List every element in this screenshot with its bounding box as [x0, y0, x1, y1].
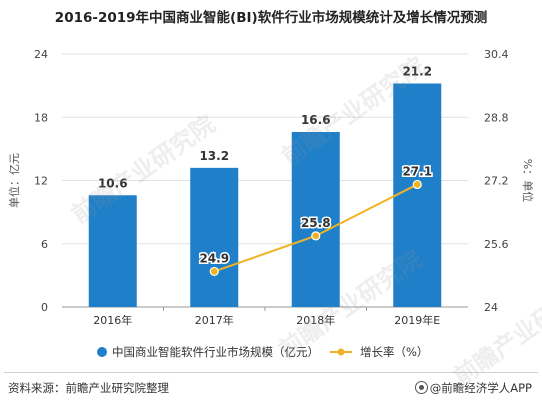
y-left-tick-label: 6 — [41, 238, 48, 251]
brand-credit: @前瞻经济学人APP — [414, 380, 532, 396]
x-tick-label: 2019年E — [394, 313, 440, 327]
growth-point — [311, 231, 321, 241]
legend-bar-marker — [97, 347, 107, 357]
growth-point — [412, 179, 422, 190]
y-left-tick-label: 0 — [41, 301, 48, 314]
brand-logo-icon — [414, 381, 428, 394]
source-note: 资料来源：前瞻产业研究院整理 — [8, 381, 169, 395]
y-right-tick-label: 30.4 — [484, 48, 509, 61]
bar — [393, 83, 442, 308]
y-left-tick-label: 12 — [34, 175, 48, 188]
footer-divider — [4, 372, 538, 373]
brand-text: @前瞻经济学人APP — [429, 381, 532, 395]
bar-value-label: 13.2 — [199, 149, 229, 163]
chart-title: 2016-2019年中国商业智能(BI)软件行业市场规模统计及增长情况预测 — [54, 10, 488, 26]
growth-value-label: 24.9 — [199, 251, 229, 265]
bar-value-label: 16.6 — [301, 113, 331, 127]
bar-value-label: 21.2 — [402, 65, 432, 79]
x-tick-label: 2018年 — [296, 313, 335, 327]
x-tick-label: 2016年 — [93, 313, 132, 327]
y-right-tick-label: 24 — [484, 301, 498, 314]
growth-point — [209, 266, 219, 277]
y-left-tick-label: 24 — [34, 48, 48, 61]
bar — [88, 195, 137, 307]
y-right-tick-label: 25.6 — [484, 238, 509, 251]
legend-line-label: 增长率（%） — [360, 345, 428, 359]
legend-line-dot — [337, 348, 345, 356]
bar-value-label: 10.6 — [98, 176, 128, 190]
y-right-tick-label: 27.2 — [484, 175, 509, 188]
x-tick-label: 2017年 — [195, 313, 234, 327]
legend-bar-label: 中国商业智能软件行业市场规模（亿元） — [112, 345, 319, 359]
growth-value-label: 25.8 — [301, 216, 331, 230]
bar — [291, 132, 340, 307]
chart: 0 6 12 18 24 24 25.6 27.2 28.8 30.4 单位：亿元 %：单位 2016年… — [7, 48, 535, 359]
growth-value-label: 27.1 — [402, 164, 432, 178]
y-right-tick-label: 28.8 — [484, 111, 509, 124]
y-left-axis-title: 单位：亿元 — [7, 153, 21, 208]
y-right-axis-title: %：单位 — [521, 159, 535, 202]
y-left-tick-label: 18 — [34, 111, 48, 124]
bar — [190, 167, 239, 307]
